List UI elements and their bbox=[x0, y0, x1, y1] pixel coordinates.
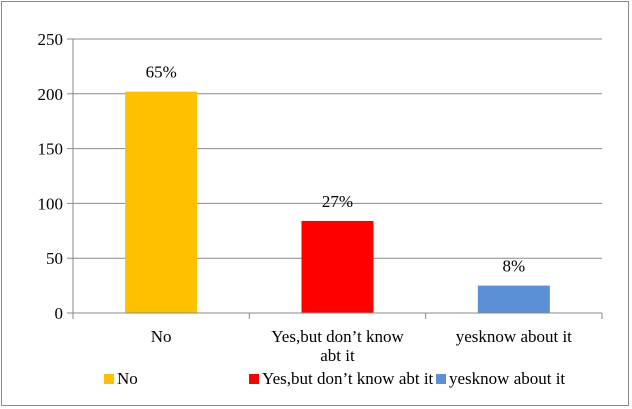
legend-item: Yes,but don’t know abt it bbox=[249, 369, 434, 388]
axes bbox=[72, 39, 603, 319]
legend-label: yesknow about it bbox=[449, 369, 565, 388]
x-tick-label: yesknow about it bbox=[456, 327, 572, 346]
x-tick-labels: No Yes,but don’t know abt it yesknow about … bbox=[151, 327, 572, 365]
x-tick-label-line: abt it bbox=[320, 346, 355, 365]
bar bbox=[125, 91, 198, 313]
x-tick-label: Yes,but don’t know abt it bbox=[271, 327, 404, 365]
legend-swatch bbox=[436, 374, 446, 384]
legend-label: No bbox=[117, 369, 138, 388]
x-tick-label-line: yesknow about it bbox=[456, 327, 572, 346]
data-label: 27% bbox=[322, 192, 353, 211]
data-labels: 65% 27% 8% bbox=[146, 63, 526, 276]
y-tick-label: 0 bbox=[55, 304, 64, 323]
legend-item: No bbox=[104, 369, 138, 388]
y-tick-label: 100 bbox=[38, 194, 64, 213]
bar bbox=[301, 220, 374, 313]
x-tick-label-line: No bbox=[151, 327, 172, 346]
legend-swatch bbox=[249, 374, 259, 384]
data-label: 65% bbox=[146, 63, 177, 82]
y-tick-label: 50 bbox=[46, 249, 63, 268]
data-label: 8% bbox=[502, 257, 525, 276]
y-tick-labels: 0 50 100 150 200 250 bbox=[38, 30, 64, 323]
y-tick-label: 250 bbox=[38, 30, 64, 49]
x-tick-label: No bbox=[151, 327, 172, 346]
y-tick-label: 150 bbox=[38, 140, 64, 159]
x-tick-label-line: Yes,but don’t know bbox=[271, 327, 404, 346]
legend-item: yesknow about it bbox=[436, 369, 565, 388]
legend-label: Yes,but don’t know abt it bbox=[262, 369, 434, 388]
bars bbox=[125, 91, 550, 313]
legend: No Yes,but don’t know abt it yesknow about… bbox=[104, 369, 565, 388]
y-tick-label: 200 bbox=[38, 85, 64, 104]
legend-swatch bbox=[104, 374, 114, 384]
bar bbox=[477, 285, 550, 313]
